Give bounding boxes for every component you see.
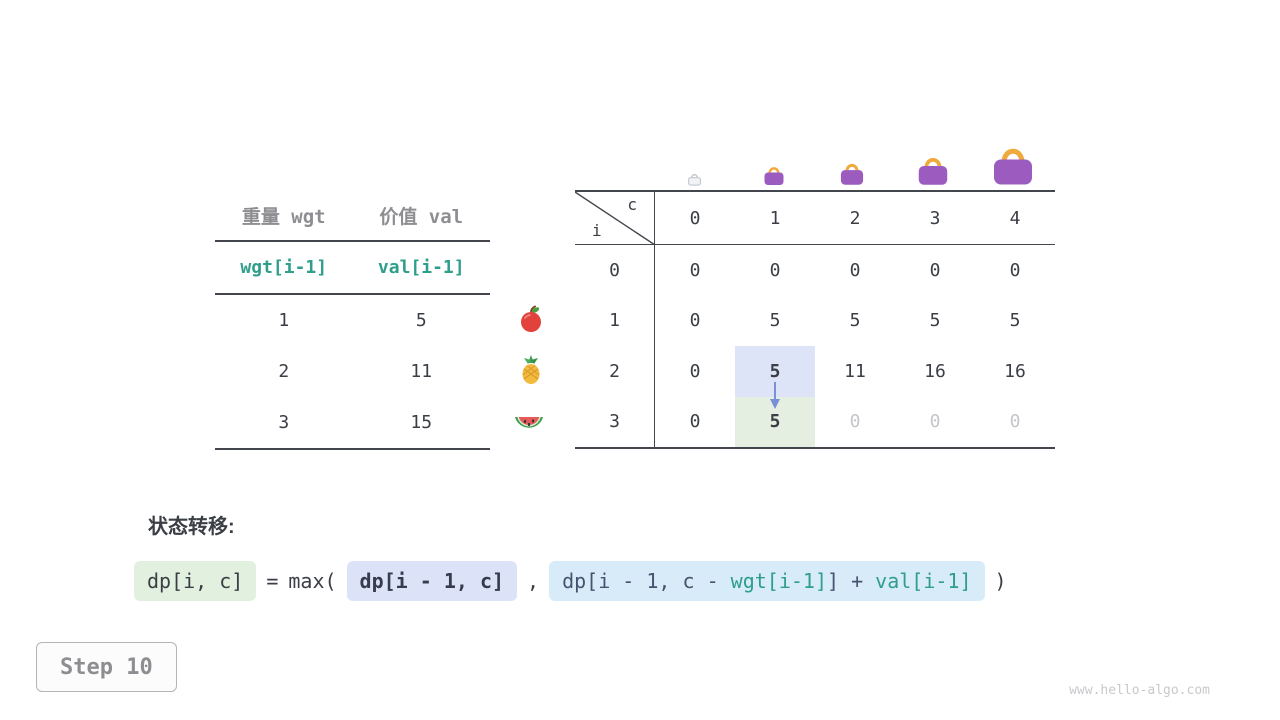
dp-cell: 0 [849,259,861,281]
formula-equals: = [266,569,279,593]
pineapple-icon [515,354,547,386]
formula-max-open: max( [288,569,337,593]
left-table-header-row: 重量 wgt 价值 val [215,190,490,242]
dp-cell: 0 [929,259,941,281]
state-transition-formula: dp[i, c] = max( dp[i - 1, c] , dp[i - 1,… [134,561,1007,601]
formula-arg2: dp[i - 1, c - wgt[i-1]] + val[i-1] [549,561,985,601]
item3-value: 15 [410,412,433,433]
formula-arg2-wgt: wgt[i-1] [730,569,827,593]
dp-cell: 0 [769,259,781,281]
corner-label-i: i [592,221,602,240]
bag-large-icon [915,152,951,190]
item1-value: 5 [415,310,427,331]
bag-xlarge-icon [989,141,1037,190]
dp-col-header: 2 [815,192,895,245]
dp-cell: 0 [689,310,701,332]
dp-col-header: 0 [655,192,735,245]
item3-weight: 3 [278,412,290,433]
dp-cell: 0 [929,411,941,433]
table-row: 1 5 [215,295,490,346]
dp-cell: 16 [924,360,946,382]
apple-icon [515,303,547,335]
dp-cell: 5 [1009,310,1021,332]
step-badge: Step 10 [36,642,177,692]
bag-small-icon [762,163,786,190]
table-row: 3 15 [215,397,490,448]
dp-row-header: 0 [575,245,655,296]
formula-arg2-prefix: dp[i - 1, c - [562,569,731,593]
watermelon-icon [513,408,545,440]
dp-corner-cell: c i [575,192,655,245]
formula-lhs: dp[i, c] [134,561,257,601]
dp-cell: 5 [769,310,781,332]
index-val: val[i-1] [377,257,465,278]
weight-value-table: 重量 wgt 价值 val wgt[i-1] val[i-1] 1 5 2 11… [215,190,490,450]
diagonal-divider [575,192,655,245]
state-transition-label: 状态转移: [148,516,235,538]
formula-separator: , [527,569,540,593]
left-table-index-row: wgt[i-1] val[i-1] [215,242,490,295]
header-value: 价值 val [379,205,464,228]
dp-cell: 0 [1009,259,1021,281]
item2-weight: 2 [278,361,290,382]
bag-tiny-icon [687,171,702,190]
transition-arrow-icon [767,381,783,415]
dp-cell: 11 [844,360,866,382]
corner-label-c: c [627,195,637,214]
dp-row-header: 1 [575,295,655,346]
formula-arg2-mid: ] + [827,569,876,593]
dp-cell: 0 [1009,411,1021,433]
header-weight: 重量 wgt [241,205,326,228]
dp-col-header: 3 [895,192,975,245]
formula-arg1: dp[i - 1, c] [346,561,518,601]
dp-col-header: 4 [975,192,1055,245]
dp-cell: 0 [689,259,701,281]
dp-row-header: 3 [575,396,655,447]
formula-close-paren: ) [994,569,1007,593]
dp-cell: 0 [849,411,861,433]
table-row: 2 11 [215,346,490,397]
dp-cell: 16 [1004,360,1026,382]
index-wgt: wgt[i-1] [240,257,328,278]
watermark: www.hello-algo.com [1069,683,1210,698]
dp-cell: 5 [929,310,941,332]
dp-row-header: 2 [575,346,655,397]
item1-weight: 1 [278,310,290,331]
dp-col-header: 1 [735,192,815,245]
dp-cell: 5 [849,310,861,332]
dp-cell: 0 [689,411,701,433]
dp-cell: 0 [689,360,701,382]
item2-value: 11 [410,361,433,382]
bag-medium-icon [838,159,866,190]
formula-arg2-val: val[i-1] [875,569,972,593]
dp-table: c i 0 1 2 3 4 0 0 0 0 0 0 1 0 5 5 5 5 2 … [575,190,1055,449]
